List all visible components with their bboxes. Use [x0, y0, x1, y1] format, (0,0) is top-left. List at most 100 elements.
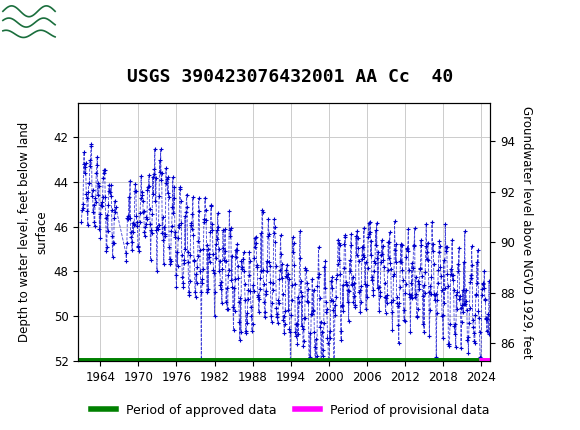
Point — [154, 193, 164, 200]
Point — [223, 305, 232, 312]
Point — [173, 234, 183, 241]
Point — [198, 265, 208, 272]
Point — [137, 191, 147, 198]
Point — [242, 319, 252, 326]
Point — [416, 265, 425, 272]
Point — [320, 284, 329, 291]
Point — [437, 312, 447, 319]
Point — [398, 276, 408, 283]
Point — [266, 313, 276, 319]
Point — [322, 309, 331, 316]
Point — [354, 288, 364, 295]
Point — [349, 292, 358, 299]
Point — [456, 304, 465, 311]
Point — [78, 200, 88, 207]
Point — [342, 280, 351, 287]
Point — [382, 292, 392, 298]
Point — [449, 286, 458, 293]
Point — [392, 241, 401, 248]
Point — [121, 249, 130, 256]
Point — [252, 264, 262, 270]
Point — [397, 259, 406, 266]
Point — [148, 190, 158, 197]
Point — [444, 341, 454, 348]
Point — [225, 226, 234, 233]
Point — [304, 365, 314, 372]
Point — [128, 247, 137, 254]
Point — [477, 292, 486, 298]
Point — [311, 372, 320, 379]
Point — [285, 328, 295, 335]
Point — [148, 173, 157, 180]
Point — [252, 240, 261, 246]
Point — [434, 249, 444, 256]
Point — [447, 271, 456, 278]
Point — [226, 224, 235, 231]
Point — [325, 335, 335, 341]
Point — [403, 247, 412, 254]
Point — [330, 302, 339, 309]
Point — [195, 267, 205, 274]
Point — [463, 334, 473, 341]
Point — [429, 260, 438, 267]
Point — [393, 302, 403, 309]
Point — [412, 314, 422, 321]
Point — [135, 248, 144, 255]
Point — [138, 198, 147, 205]
Point — [374, 249, 383, 255]
Point — [102, 243, 111, 250]
Point — [282, 267, 291, 274]
Point — [230, 276, 240, 283]
Point — [379, 264, 389, 270]
Point — [417, 242, 426, 249]
Point — [453, 261, 462, 267]
Point — [459, 258, 468, 265]
Point — [332, 275, 341, 282]
Point — [231, 246, 240, 253]
Point — [185, 278, 194, 285]
Point — [224, 271, 233, 278]
Point — [474, 315, 484, 322]
Point — [194, 195, 204, 202]
Point — [465, 320, 474, 327]
Point — [294, 299, 303, 306]
Point — [183, 258, 193, 265]
Point — [341, 233, 350, 240]
Point — [407, 280, 416, 287]
Point — [365, 218, 375, 225]
Point — [240, 281, 249, 288]
Point — [369, 267, 379, 274]
Point — [172, 248, 182, 255]
Point — [478, 280, 487, 287]
Point — [229, 327, 238, 334]
Point — [390, 218, 399, 224]
Point — [436, 272, 445, 279]
Point — [95, 211, 104, 218]
Point — [412, 313, 421, 320]
Point — [216, 285, 226, 292]
Point — [245, 257, 255, 264]
Point — [369, 292, 378, 298]
Point — [166, 258, 175, 264]
Point — [143, 184, 153, 190]
Point — [288, 234, 298, 241]
Point — [137, 188, 146, 195]
Point — [312, 361, 321, 368]
Point — [160, 233, 169, 240]
Point — [410, 225, 419, 232]
Point — [239, 249, 248, 255]
Point — [389, 273, 398, 280]
Point — [382, 294, 391, 301]
Point — [160, 224, 169, 231]
Point — [126, 229, 135, 236]
Point — [207, 227, 216, 233]
Point — [307, 310, 316, 317]
Point — [260, 314, 269, 321]
Point — [147, 211, 157, 218]
Point — [401, 281, 410, 288]
Point — [106, 189, 115, 196]
Point — [419, 328, 429, 335]
Point — [101, 215, 110, 221]
Point — [363, 264, 372, 271]
Point — [388, 327, 397, 334]
